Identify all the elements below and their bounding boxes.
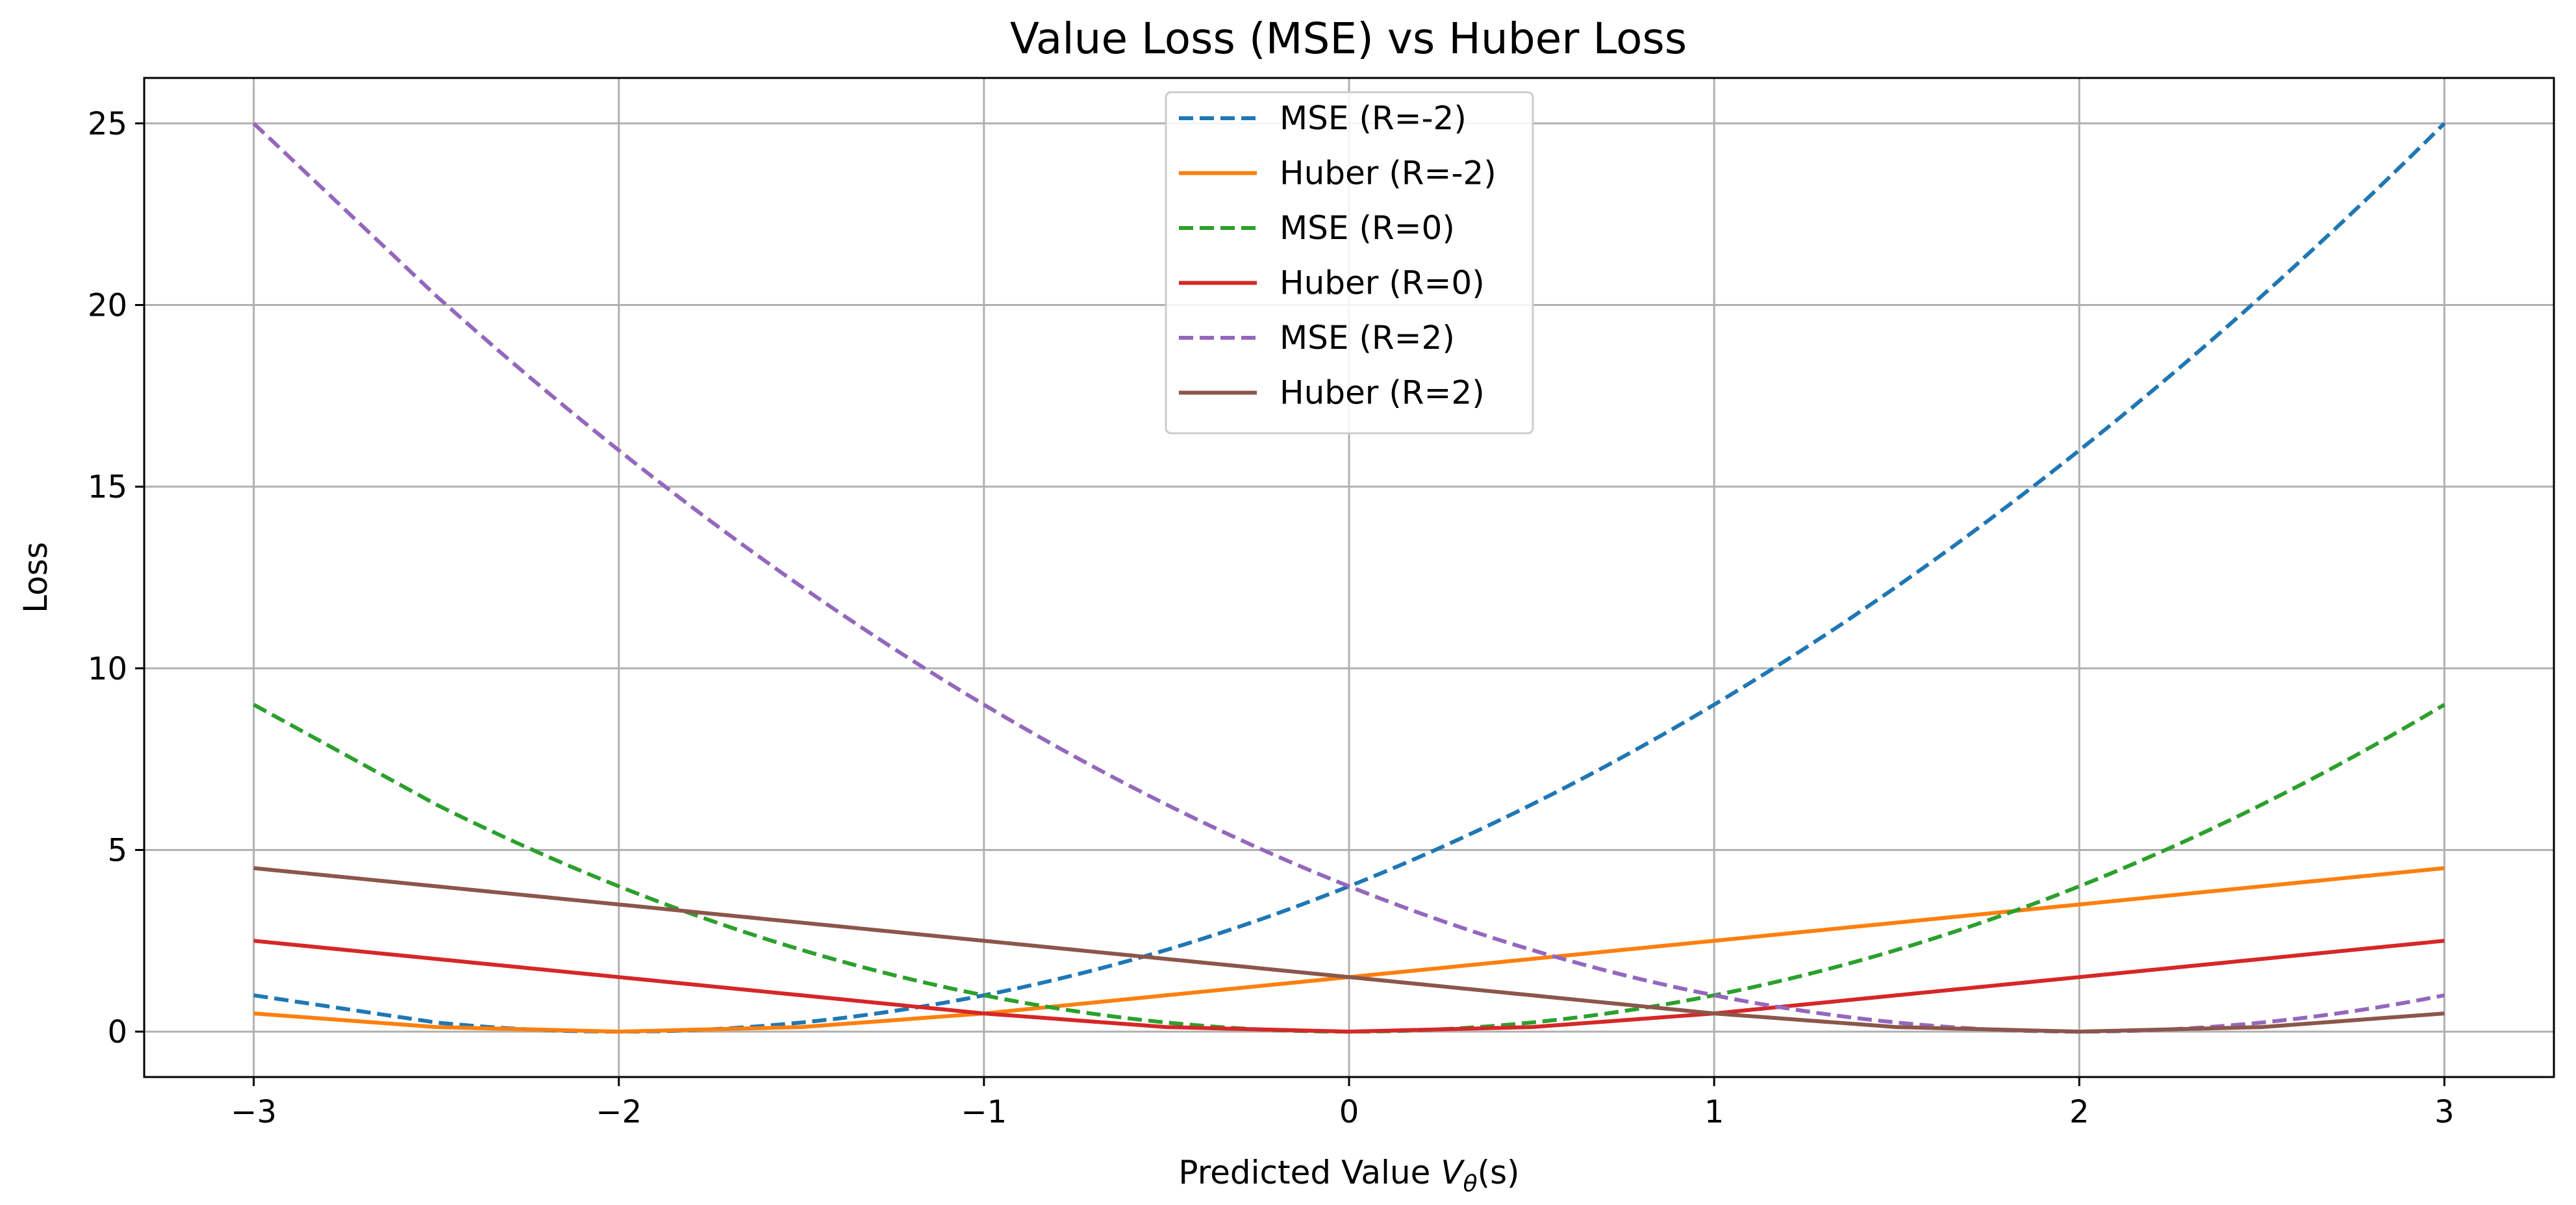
x-tick-label: 2 [2069,1094,2090,1130]
y-tick-label: 25 [88,106,127,142]
x-axis-label: Predicted Value Vθ(s) [1178,1154,1519,1197]
y-tick-label: 0 [107,1014,127,1050]
x-tick-label: 0 [1339,1094,1359,1130]
x-tick-label: −1 [961,1094,1007,1130]
legend-label-0: MSE (R=-2) [1280,99,1467,137]
legend-box [1165,91,1534,435]
legend: MSE (R=-2) Huber (R=-2) MSE (R=0) Huber (R=… [1165,91,1534,435]
y-tick-label: 15 [88,469,127,505]
plot-area [252,121,2446,1034]
series-line-3 [253,939,2445,1034]
x-tick-label: 3 [2434,1094,2455,1130]
y-axis: 0 5 10 15 20 25 [88,106,144,1050]
y-tick-label: 5 [107,832,127,869]
x-axis: −3 −2 −1 0 1 2 3 [231,1077,2455,1130]
x-tick-label: 1 [1704,1094,1724,1130]
x-tick-label: −2 [596,1094,642,1130]
series-line-4 [252,121,2445,1034]
legend-label-3: Huber (R=0) [1280,264,1485,302]
legend-label-4: MSE (R=2) [1280,319,1455,357]
series-line-5 [253,866,2445,1034]
legend-label-5: Huber (R=2) [1280,374,1485,412]
y-tick-label: 10 [88,651,127,687]
legend-label-1: Huber (R=-2) [1280,155,1496,192]
y-tick-label: 20 [88,288,127,324]
chart-title: Value Loss (MSE) vs Huber Loss [1010,14,1687,64]
y-axis-label: Loss [17,542,55,613]
x-tick-label: −3 [231,1094,277,1130]
legend-label-2: MSE (R=0) [1280,209,1455,247]
